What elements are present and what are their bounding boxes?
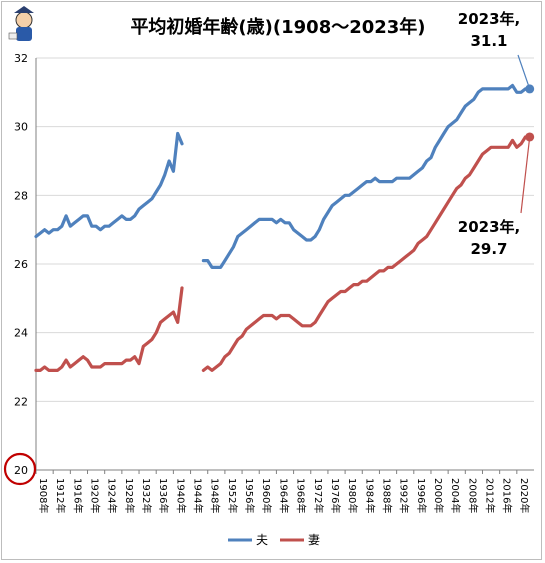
x-axis: 1908年 1912年 1916年 1920年 1924年 1928年 1932年 1936年… [35, 470, 531, 513]
x-tick-label: 1960年 [260, 478, 273, 513]
x-tick-label: 1920年 [89, 478, 102, 513]
series-line-wife [34, 286, 184, 372]
annotations: 2023年, 31.1 2023年, 29.7 [458, 10, 535, 258]
annotation-leader-line [520, 136, 531, 214]
legend: 夫妻 [228, 533, 320, 547]
x-tick-label: 2016年 [501, 478, 514, 513]
annotation-label: 2023年, [458, 10, 520, 28]
x-tick-label: 1968年 [295, 478, 308, 513]
x-tick-label: 2020年 [518, 478, 531, 513]
series-line-husband [34, 131, 184, 239]
x-tick-label: 1912年 [54, 478, 67, 513]
x-tick-label: 1984年 [363, 478, 376, 513]
x-tick-label: 1952年 [226, 478, 239, 513]
x-tick-label: 1940年 [174, 478, 187, 513]
annotation-label: 31.1 [470, 32, 507, 50]
x-tick-label: 1924年 [106, 478, 119, 513]
y-axis: 20 22 24 26 28 30 32 [14, 52, 534, 477]
x-tick-label: 1988年 [380, 478, 393, 513]
annotation-label: 2023年, [458, 218, 520, 236]
series-line-wife [201, 135, 532, 372]
x-tick-label: 1944年 [192, 478, 205, 513]
x-tick-label: 1964年 [277, 478, 290, 513]
series-line-husband [201, 83, 532, 269]
legend-label: 夫 [256, 533, 268, 547]
x-tick-label: 1916年 [71, 478, 84, 513]
legend-label: 妻 [308, 533, 320, 547]
x-tick-label: 2004年 [449, 478, 462, 513]
x-tick-label: 1928年 [123, 478, 136, 513]
x-tick-label: 1980年 [346, 478, 359, 513]
x-tick-label: 1948年 [209, 478, 222, 513]
y-tick-label: 28 [14, 189, 28, 202]
y-tick-label: 22 [14, 395, 28, 408]
x-tick-label: 1976年 [329, 478, 342, 513]
x-tick-label: 1932年 [140, 478, 153, 513]
y-tick-label: 24 [14, 327, 28, 340]
mascot-logo [8, 6, 34, 41]
x-tick-label: 1908年 [37, 478, 50, 513]
x-tick-label: 2008年 [466, 478, 479, 513]
x-tick-label: 1992年 [398, 478, 411, 513]
series-lines [34, 83, 532, 372]
axis-min-highlight-circle [3, 452, 37, 486]
x-tick-label: 1972年 [312, 478, 325, 513]
annotation-label: 29.7 [470, 240, 507, 258]
chart-title: 平均初婚年齢(歳)(1908～2023年) [130, 16, 425, 38]
x-tick-label: 2000年 [432, 478, 445, 513]
y-tick-label: 32 [14, 52, 28, 65]
x-tick-label: 1936年 [157, 478, 170, 513]
y-tick-label: 20 [14, 464, 28, 477]
x-tick-label: 1956年 [243, 478, 256, 513]
x-tick-label: 1996年 [415, 478, 428, 513]
y-tick-label: 26 [14, 258, 28, 271]
x-tick-label: 2012年 [483, 478, 496, 513]
annotation-leader-line [517, 54, 531, 90]
y-tick-label: 30 [14, 121, 28, 134]
gridlines [36, 57, 534, 402]
